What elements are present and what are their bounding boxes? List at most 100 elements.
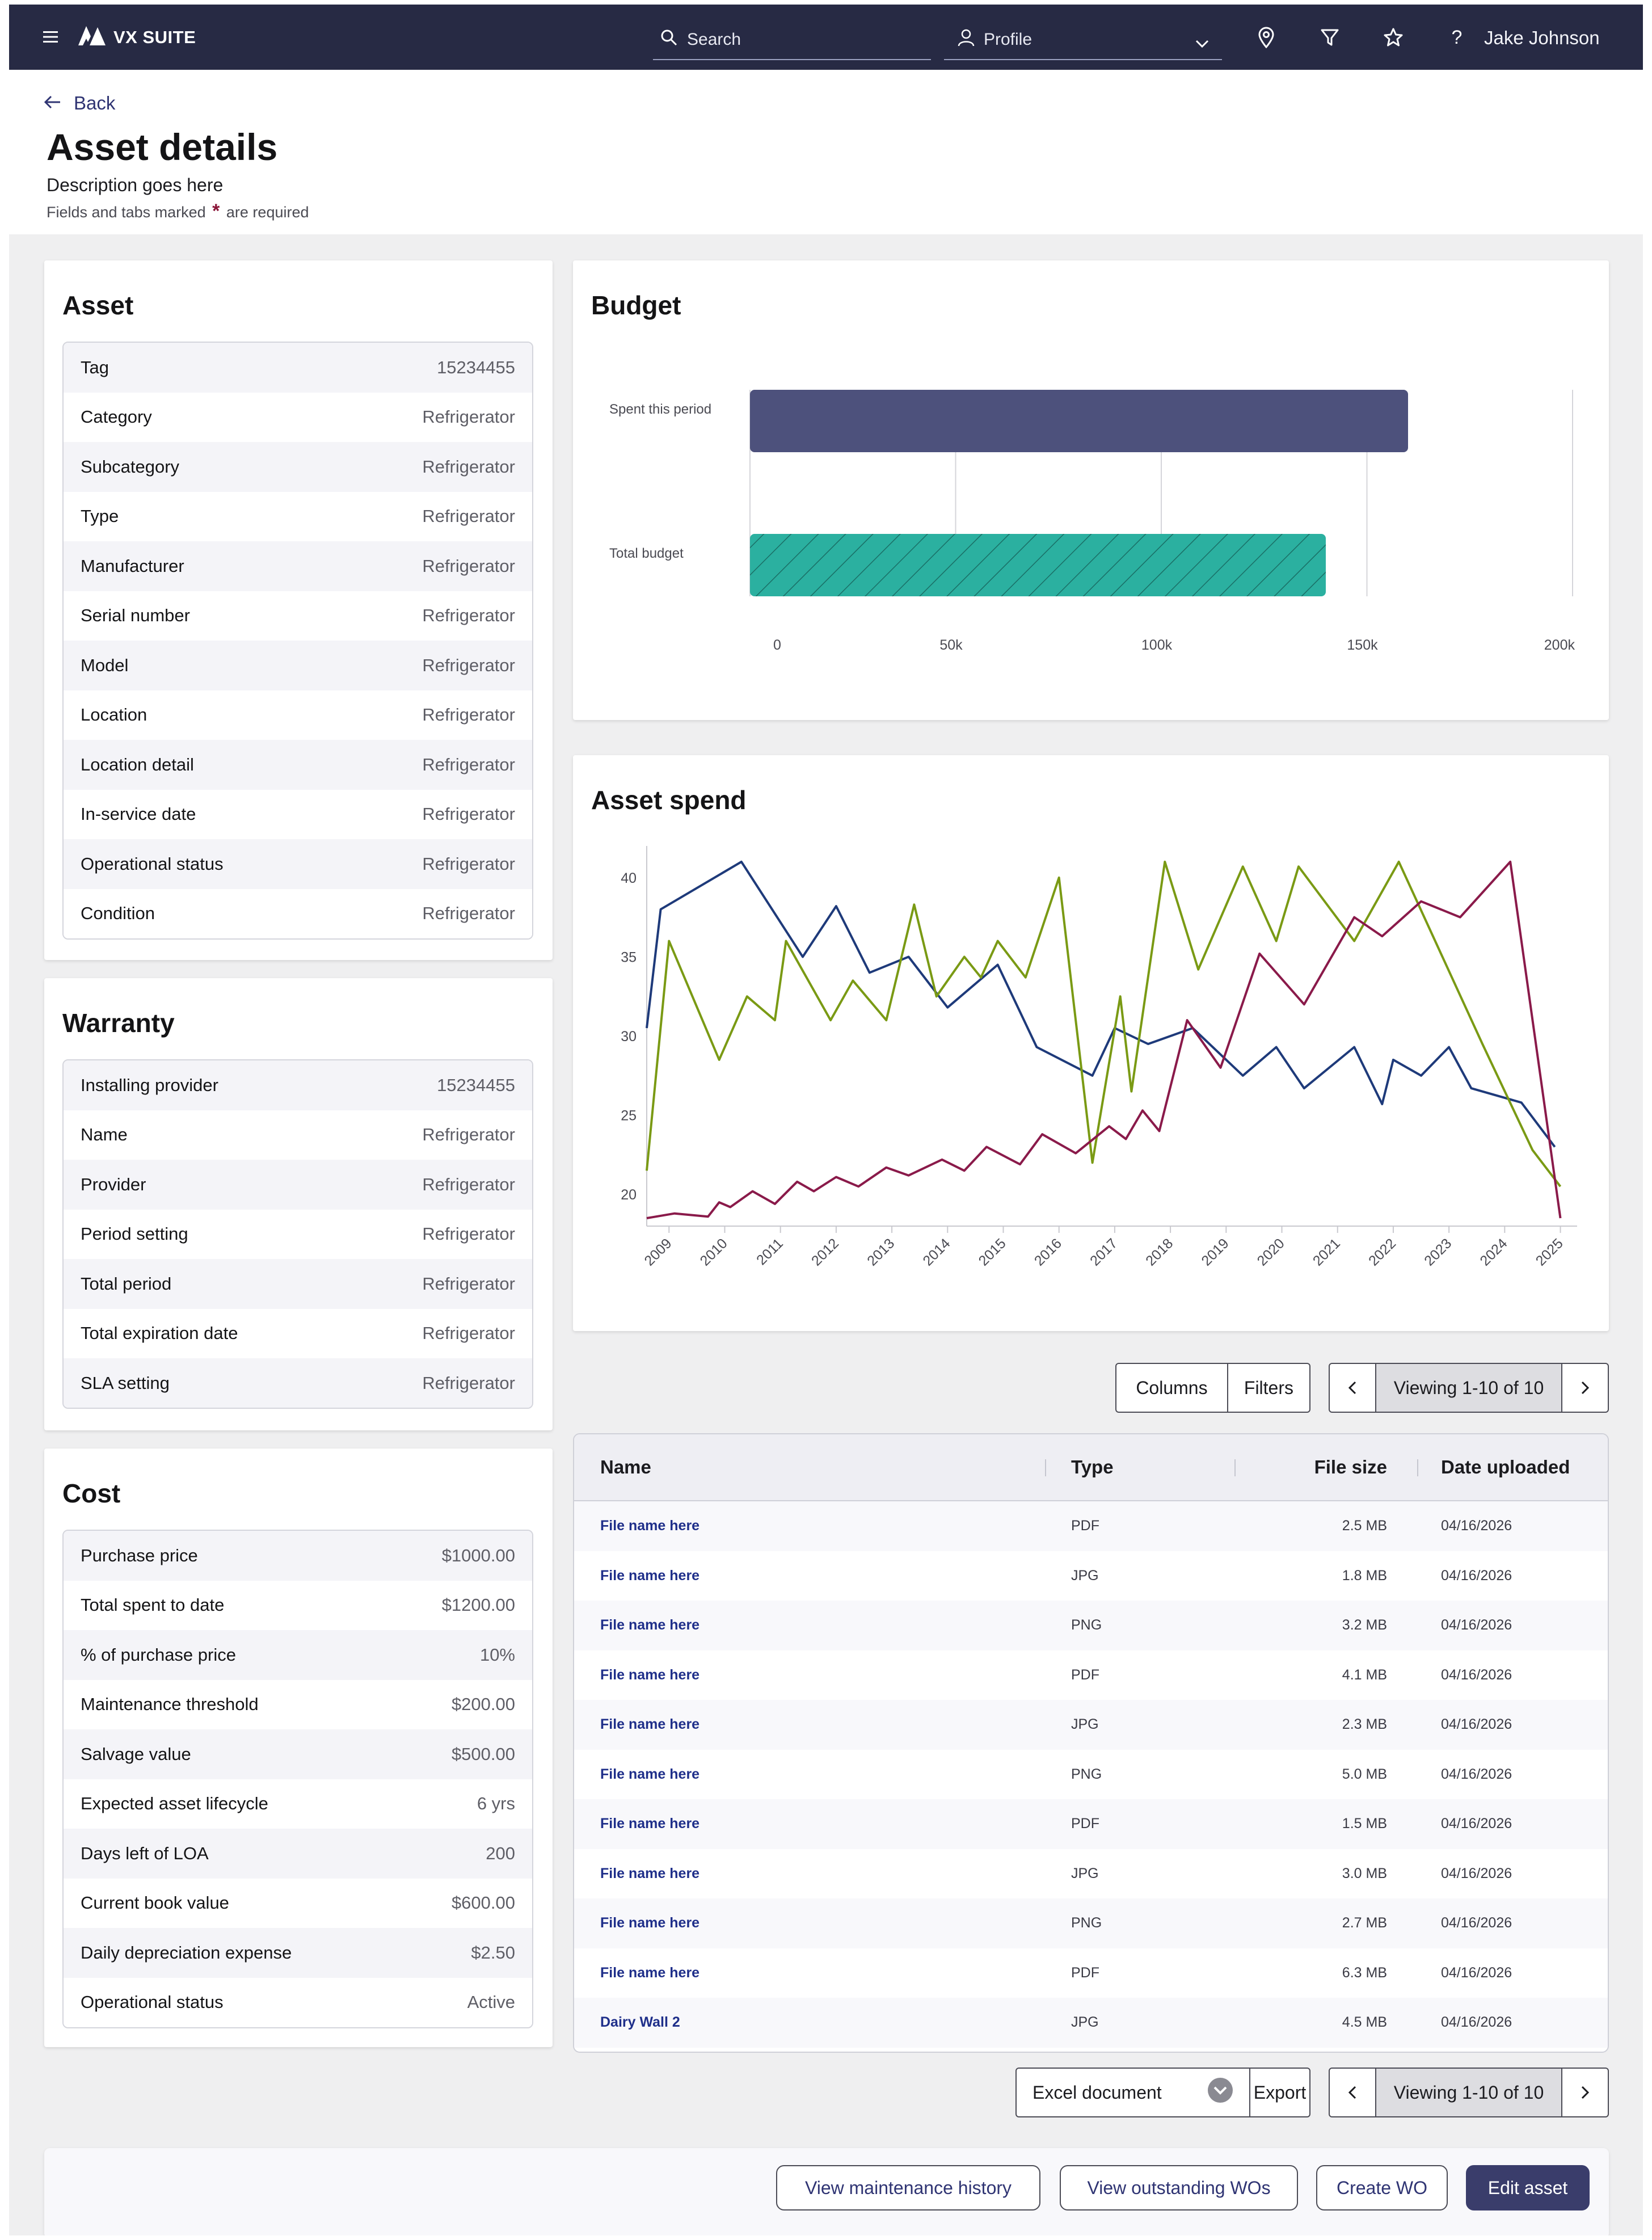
detail-value: Refrigerator: [422, 555, 515, 576]
column-divider: [1234, 1459, 1236, 1476]
filters-button[interactable]: Filters: [1244, 1377, 1293, 1398]
file-type: PNG: [1071, 1617, 1102, 1633]
table-row[interactable]: File name here PDF 2.5 MB 04/16/2026: [574, 1501, 1608, 1551]
file-name-link[interactable]: File name here: [600, 1964, 700, 1981]
file-name-link[interactable]: File name here: [600, 1915, 700, 1931]
detail-value: Refrigerator: [422, 1224, 515, 1244]
spend-x-tick-label: 2022: [1366, 1235, 1399, 1269]
arrow-left-icon: [43, 92, 61, 114]
table-body: File name here PDF 2.5 MB 04/16/2026 File na…: [574, 1501, 1608, 2052]
detail-label: SLA setting: [81, 1372, 170, 1393]
filter-icon[interactable]: [1318, 26, 1341, 49]
file-date: 04/16/2026: [1441, 1567, 1512, 1584]
search-input[interactable]: Search: [653, 20, 931, 60]
detail-row: Location Refrigerator: [64, 690, 532, 740]
spend-x-tick-label: 2009: [641, 1235, 675, 1269]
file-name-link[interactable]: File name here: [600, 1666, 700, 1683]
table-row[interactable]: File name here PDF 4.1 MB 04/16/2026: [574, 1650, 1608, 1700]
budget-card: Budget Spent this period Total budget 0 50k…: [573, 260, 1609, 720]
back-label: Back: [74, 92, 116, 113]
chevron-left-icon[interactable]: [1330, 2069, 1376, 2116]
file-name-link[interactable]: File name here: [600, 1617, 700, 1633]
detail-row: In-service date Refrigerator: [64, 789, 532, 839]
table-row[interactable]: File name here PDF 1.5 MB 04/16/2026: [574, 1799, 1608, 1849]
edit-asset-button[interactable]: Edit asset: [1466, 2165, 1590, 2210]
file-size: 4.1 MB: [1342, 1666, 1387, 1683]
detail-row: % of purchase price 10%: [64, 1630, 532, 1680]
budget-category-label: Total budget: [609, 546, 684, 561]
warranty-card: Warranty Installing provider 15234455 Name…: [44, 978, 553, 1430]
detail-row: Subcategory Refrigerator: [64, 442, 532, 492]
detail-row: Daily depreciation expense $2.50: [64, 1928, 532, 1978]
create-wo-button[interactable]: Create WO: [1316, 2165, 1448, 2210]
user-icon: [958, 28, 975, 51]
export-button[interactable]: Export: [1253, 2082, 1307, 2103]
column-header-name[interactable]: Name: [600, 1456, 651, 1477]
cost-card-title: Cost: [62, 1479, 121, 1508]
file-date: 04/16/2026: [1441, 1617, 1512, 1633]
table-row[interactable]: File name here JPG 1.8 MB 04/16/2026: [574, 1551, 1608, 1601]
brand-logo[interactable]: VX SUITE: [77, 26, 196, 49]
page-header: Back Asset details Description goes here…: [9, 70, 1643, 234]
detail-value: Refrigerator: [422, 1174, 515, 1194]
file-type: PDF: [1071, 1964, 1099, 1981]
detail-label: Purchase price: [81, 1545, 198, 1565]
table-row[interactable]: Dairy Wall 2 JPG 4.5 MB 04/16/2026: [574, 1998, 1608, 2048]
budget-tick-label: 100k: [1141, 637, 1173, 653]
export-format-select[interactable]: Excel document: [1017, 2069, 1250, 2116]
detail-label: Manufacturer: [81, 555, 184, 576]
view-maintenance-history-button[interactable]: View maintenance history: [776, 2165, 1040, 2210]
view-outstanding-wos-button[interactable]: View outstanding WOs: [1060, 2165, 1298, 2210]
table-row[interactable]: File name here JPG 2.3 MB 04/16/2026: [574, 1700, 1608, 1750]
file-name-link[interactable]: File name here: [600, 1567, 700, 1584]
detail-row: Operational status Refrigerator: [64, 839, 532, 889]
columns-button[interactable]: Columns: [1116, 1364, 1228, 1412]
location-pin-icon[interactable]: [1255, 26, 1278, 49]
help-icon[interactable]: ?: [1451, 26, 1463, 48]
chevron-right-icon[interactable]: [1562, 1364, 1608, 1412]
spend-x-tick-label: 2017: [1087, 1235, 1120, 1269]
detail-label: % of purchase price: [81, 1644, 236, 1665]
column-header-type[interactable]: Type: [1071, 1456, 1114, 1477]
user-name[interactable]: Jake Johnson: [1484, 27, 1600, 48]
table-pagination-top: Viewing 1-10 of 10: [1329, 1363, 1609, 1413]
detail-row: Name Refrigerator: [64, 1110, 532, 1160]
spend-y-tick-label: 20: [621, 1187, 637, 1203]
back-link[interactable]: Back: [43, 92, 115, 114]
required-suffix: are required: [226, 204, 309, 221]
asset-details-list: Tag 15234455 Category Refrigerator Subcatego…: [62, 342, 533, 940]
star-icon[interactable]: [1382, 26, 1405, 49]
detail-label: Location detail: [81, 754, 194, 774]
detail-label: Condition: [81, 903, 155, 924]
detail-label: Name: [81, 1125, 128, 1145]
profile-dropdown[interactable]: Profile: [944, 20, 1222, 60]
table-row[interactable]: File name here JPG 3.0 MB 04/16/2026: [574, 1849, 1608, 1899]
file-name-link[interactable]: File name here: [600, 1816, 700, 1832]
table-row[interactable]: File name here PNG 5.0 MB 04/16/2026: [574, 1750, 1608, 1800]
table-row[interactable]: File name here PNG 3.2 MB 04/16/2026: [574, 1601, 1608, 1650]
file-name-link[interactable]: File name here: [600, 1865, 700, 1881]
file-date: 04/16/2026: [1441, 1915, 1512, 1931]
file-name-link[interactable]: File name here: [600, 1766, 700, 1782]
table-header: Name Type File size Date uploaded: [574, 1434, 1608, 1501]
detail-row: Total period Refrigerator: [64, 1259, 532, 1309]
chevron-right-icon[interactable]: [1562, 2069, 1608, 2116]
search-icon: [660, 28, 678, 51]
detail-row: Salvage value $500.00: [64, 1729, 532, 1779]
detail-label: Salvage value: [81, 1744, 191, 1764]
chevron-left-icon[interactable]: [1330, 1364, 1376, 1412]
detail-value: 200: [486, 1843, 515, 1863]
file-type: PDF: [1071, 1816, 1099, 1832]
file-name-link[interactable]: Dairy Wall 2: [600, 2014, 680, 2031]
column-header-file-size[interactable]: File size: [1314, 1456, 1387, 1477]
file-name-link[interactable]: File name here: [600, 1716, 700, 1733]
budget-category-label: Spent this period: [609, 402, 711, 417]
menu-icon[interactable]: [42, 28, 59, 45]
spend-y-tick-label: 35: [621, 949, 637, 965]
spend-y-tick-label: 30: [621, 1029, 637, 1045]
table-row[interactable]: File name here PDF 6.3 MB 04/16/2026: [574, 1948, 1608, 1998]
column-header-date-uploaded[interactable]: Date uploaded: [1441, 1456, 1570, 1477]
table-row[interactable]: File name here PNG 2.7 MB 04/16/2026: [574, 1898, 1608, 1948]
file-name-link[interactable]: File name here: [600, 1518, 700, 1534]
